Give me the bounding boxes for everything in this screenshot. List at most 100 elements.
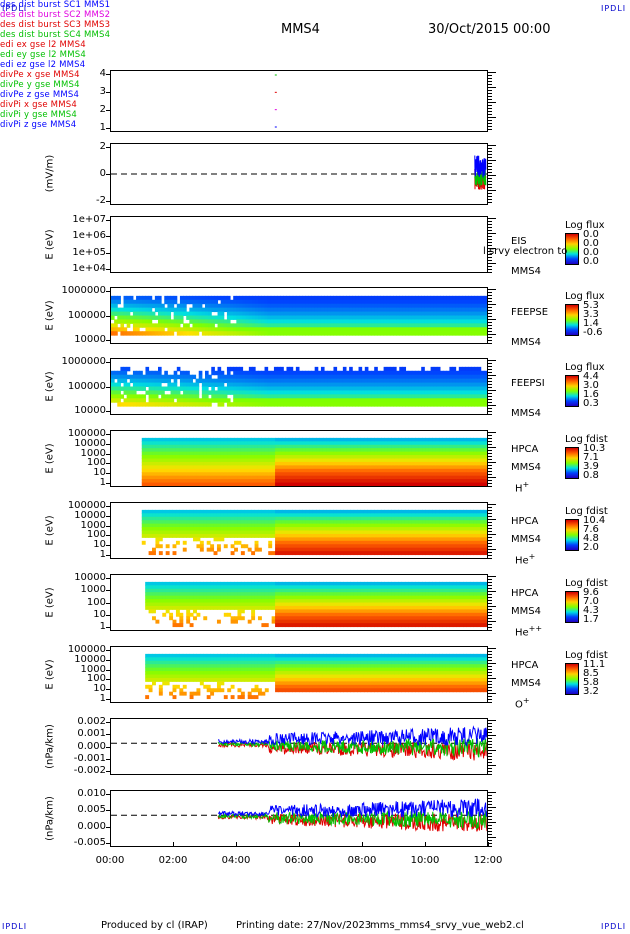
- spectrogram-cell: [477, 331, 482, 336]
- spectrogram-cell: [242, 315, 247, 320]
- spectrogram-cell: [141, 513, 146, 518]
- spectrogram-cell: [425, 461, 430, 466]
- spectrogram-cell: [292, 319, 297, 324]
- spectrogram-cell: [192, 315, 197, 320]
- spectrogram-cell: [405, 315, 410, 320]
- spectrogram-cell: [461, 331, 466, 336]
- spectrogram-cell: [415, 479, 420, 484]
- spectrogram-cell: [255, 315, 259, 320]
- spectrogram-cell: [176, 331, 181, 336]
- spectrogram-cell: [411, 378, 416, 384]
- spectrogram-cell: [415, 540, 420, 545]
- spectrogram-cell: [285, 468, 290, 473]
- spectrogram-cell: [193, 458, 197, 463]
- spectrogram-cell: [261, 523, 266, 528]
- spectrogram-cell: [371, 398, 375, 403]
- right-tick-mark: [488, 307, 492, 308]
- spectrogram-cell: [314, 299, 319, 305]
- spectrogram-cell: [161, 402, 165, 407]
- spectrogram-cell: [421, 295, 425, 301]
- spectrogram-cell: [324, 390, 328, 395]
- spectrogram-cell: [314, 394, 319, 399]
- spectrogram-cell: [142, 295, 146, 301]
- spectrogram-cell: [342, 311, 347, 316]
- spectrogram-cell: [268, 455, 273, 459]
- spectrogram-cell: [336, 468, 341, 473]
- spectrogram-cell: [213, 475, 218, 480]
- spectrogram-cell: [132, 331, 137, 336]
- spectrogram-cell: [430, 307, 435, 313]
- spectrogram-cell: [408, 378, 413, 384]
- spectrogram-cell: [377, 437, 382, 442]
- spectrogram-cell: [408, 315, 413, 320]
- spectrogram-cell: [268, 451, 273, 456]
- spectrogram-cell: [459, 533, 464, 538]
- spectrogram-cell: [394, 482, 399, 486]
- spectrogram-cell: [288, 527, 293, 531]
- spectrogram-cell: [289, 295, 294, 301]
- spectrogram-cell: [387, 465, 392, 470]
- spectrogram-cell: [364, 386, 369, 391]
- spectrogram-cell: [155, 540, 160, 545]
- spectrogram-cell: [463, 544, 467, 549]
- spectrogram-cell: [244, 513, 249, 518]
- spectrogram-cell: [247, 465, 252, 470]
- spectrogram-cell: [422, 540, 426, 545]
- spectrogram-cell: [114, 331, 118, 336]
- spectrogram-cell: [398, 441, 403, 446]
- spectrogram-cell: [465, 331, 469, 336]
- spectrogram-cell: [302, 547, 307, 552]
- spectrogram-cell: [361, 394, 366, 399]
- spectrogram-cell: [233, 327, 237, 332]
- spectrogram-cell: [317, 295, 322, 301]
- spectrogram-cell: [333, 323, 338, 328]
- spectrogram-cell: [468, 390, 472, 395]
- spectrogram-cell: [192, 402, 197, 407]
- spectrogram-cell: [152, 475, 156, 480]
- spectrogram-cell: [377, 315, 381, 320]
- spectrogram-cell: [248, 315, 253, 320]
- spectrogram-cell: [155, 509, 160, 514]
- spectrogram-cell: [217, 382, 222, 387]
- spectrogram-cell: [129, 390, 134, 395]
- spectrogram-cell: [452, 533, 457, 538]
- spectrogram-cell: [405, 378, 410, 384]
- spectrogram-cell: [299, 323, 303, 328]
- spectrogram-cell: [425, 551, 430, 556]
- spectrogram-cell: [333, 366, 338, 372]
- spectrogram-cell: [295, 319, 300, 324]
- spectrogram-cell: [201, 331, 206, 336]
- spectrogram-cell: [421, 366, 425, 372]
- spectrogram-cell: [336, 307, 341, 313]
- corner-label-top-right: IPDLI: [601, 4, 627, 13]
- spectrogram-cell: [408, 527, 413, 531]
- spectrogram-cell: [408, 547, 413, 552]
- spectrogram-cell: [286, 398, 291, 403]
- spectrogram-cell: [342, 331, 347, 336]
- spectrogram-cell: [436, 307, 441, 313]
- spectrogram-cell: [326, 513, 331, 518]
- spectrogram-cell: [129, 295, 134, 301]
- spectrogram-cell: [261, 533, 266, 538]
- spectrogram-cell: [452, 437, 457, 442]
- spectrogram-cell: [326, 547, 331, 552]
- spectrogram-cell: [360, 523, 365, 528]
- spectrogram-cell: [418, 319, 422, 324]
- spectrogram-cell: [336, 551, 341, 556]
- spectrogram-cell: [139, 331, 143, 336]
- spectrogram-cell: [449, 540, 454, 545]
- spectrogram-cell: [418, 455, 423, 459]
- spectrogram-cell: [234, 479, 238, 484]
- spectrogram-cell: [179, 458, 184, 463]
- spectrogram-cell: [333, 378, 338, 384]
- corner-label-top-left: IPDLI: [2, 4, 28, 13]
- spectrogram-cell: [401, 441, 406, 446]
- spectrogram-cell: [251, 513, 256, 518]
- spectrogram-cell: [220, 402, 225, 407]
- spectrogram-cell: [361, 311, 366, 316]
- spectrogram-cell: [179, 455, 184, 459]
- spectrogram-cell: [363, 523, 368, 528]
- spectrogram-cell: [141, 479, 146, 484]
- spectrogram-cell: [213, 458, 218, 463]
- spectrogram-cell: [442, 520, 447, 525]
